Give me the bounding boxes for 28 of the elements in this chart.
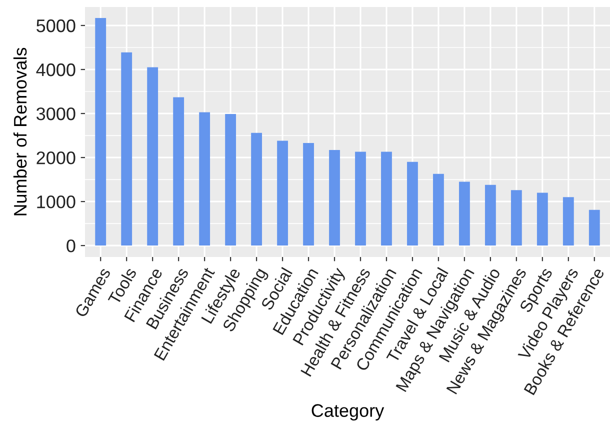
bar: [251, 132, 262, 246]
bar: [199, 112, 210, 246]
y-tick-label: 2000: [36, 151, 76, 164]
bar: [588, 210, 600, 246]
y-tick-label: 3000: [36, 107, 76, 120]
bar: [277, 140, 288, 246]
bar: [459, 182, 470, 246]
bar: [173, 97, 184, 246]
bar: [329, 150, 340, 246]
y-tick-label: 5000: [36, 19, 76, 32]
bar: [407, 162, 418, 246]
x-axis-title: Category: [312, 404, 384, 421]
bar: [355, 152, 366, 246]
bar: [95, 18, 106, 246]
bar: [303, 143, 314, 246]
bar: [121, 52, 132, 246]
bar: [381, 152, 392, 246]
bar: [510, 190, 522, 246]
y-tick-label: 1000: [37, 195, 76, 208]
y-tick-label: 4000: [36, 63, 76, 76]
bar: [147, 67, 158, 246]
y-axis-title: Number of Removals: [13, 48, 27, 216]
bar: [484, 184, 496, 246]
bar: [225, 114, 236, 246]
bar: [536, 192, 548, 246]
bar: [562, 197, 574, 246]
y-tick-label: 0: [66, 239, 76, 252]
bar: [433, 174, 444, 246]
